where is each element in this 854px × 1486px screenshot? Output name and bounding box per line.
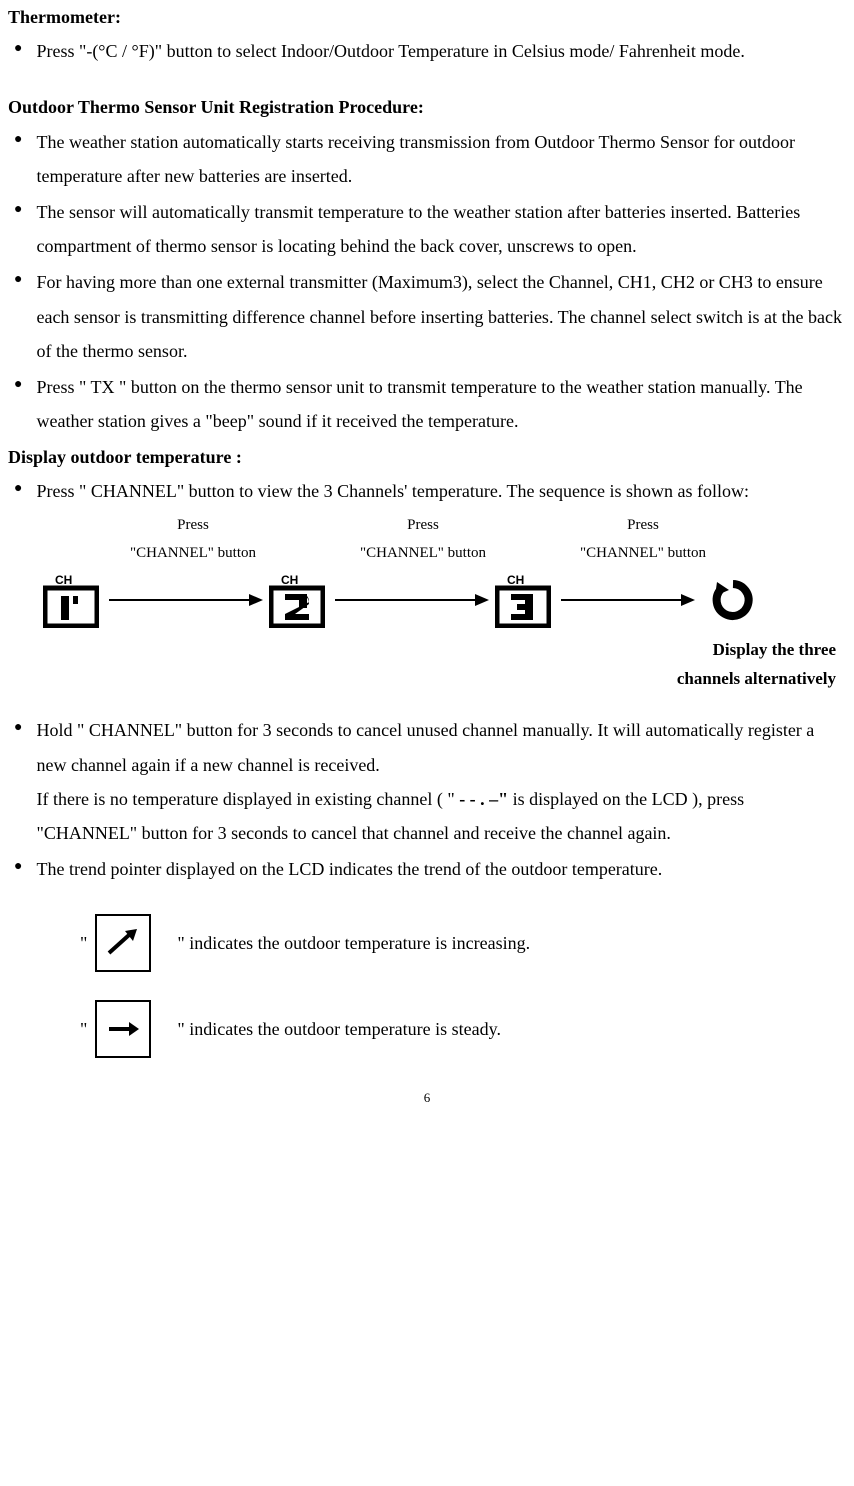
bullet-icon: ● (8, 125, 36, 156)
bullet-icon: ● (8, 265, 36, 296)
bullet-text: The trend pointer displayed on the LCD i… (36, 852, 846, 886)
bullet-text: Hold " CHANNEL" button for 3 seconds to … (36, 713, 846, 850)
list-item: ● Hold " CHANNEL" button for 3 seconds t… (8, 713, 846, 850)
thermometer-section: Thermometer: ● Press "-(°C / °F)" button… (8, 0, 846, 68)
press-label: Press (538, 511, 748, 540)
trend-steady-icon (95, 1000, 151, 1058)
bullet-text: For having more than one external transm… (36, 265, 846, 368)
press-label: Press (78, 511, 308, 540)
bullet-icon: ● (8, 195, 36, 226)
cycle-caption: Display the three channels alternatively (8, 636, 846, 694)
display-outdoor-heading: Display outdoor temperature : (8, 440, 846, 474)
list-item: ● The sensor will automatically transmit… (8, 195, 846, 263)
bullet-icon: ● (8, 852, 36, 883)
press-col: Press "CHANNEL" button (308, 511, 538, 568)
ch3-icon: CH (495, 572, 551, 628)
bullet-text: The sensor will automatically transmit t… (36, 195, 846, 263)
text-part: Hold " CHANNEL" button for 3 seconds to … (36, 720, 814, 774)
trend-increasing-row: " " indicates the outdoor temperature is… (8, 914, 846, 972)
svg-text:CH: CH (507, 573, 524, 587)
cycle-caption-line2: channels alternatively (8, 665, 836, 694)
arrow-icon (551, 590, 701, 610)
cycle-icon (709, 576, 757, 624)
outdoor-sensor-heading: Outdoor Thermo Sensor Unit Registration … (8, 90, 846, 124)
bullet-icon: ● (8, 713, 36, 744)
bullet-icon: ● (8, 370, 36, 401)
display-outdoor-section: Display outdoor temperature : ● Press " … (8, 440, 846, 1058)
arrow-icon (99, 590, 269, 610)
list-item: ● Press " TX " button on the thermo sens… (8, 370, 846, 438)
channel-diagram: CH CH CH (8, 568, 846, 636)
quote-open: " (80, 926, 87, 960)
bullet-text: Press " TX " button on the thermo sensor… (36, 370, 846, 438)
ch2-icon: CH (269, 572, 325, 628)
press-col: Press "CHANNEL" button (538, 511, 748, 568)
svg-text:CH: CH (55, 573, 72, 587)
press-col: Press "CHANNEL" button (78, 511, 308, 568)
bullet-text: The weather station automatically starts… (36, 125, 846, 193)
bullet-icon: ● (8, 34, 36, 65)
trend-up-icon (95, 914, 151, 972)
press-label: Press (308, 511, 538, 540)
quote-open: " (80, 1012, 87, 1046)
arrow-icon (325, 590, 495, 610)
channel-button-label: "CHANNEL" button (308, 539, 538, 568)
channel-button-label: "CHANNEL" button (538, 539, 748, 568)
thermometer-heading: Thermometer: (8, 0, 846, 34)
trend-steady-row: " " indicates the outdoor temperature is… (8, 1000, 846, 1058)
list-item: ● The weather station automatically star… (8, 125, 846, 193)
bullet-icon: ● (8, 474, 36, 505)
trend-steady-text: " indicates the outdoor temperature is s… (177, 1012, 501, 1046)
list-item: ● For having more than one external tran… (8, 265, 846, 368)
cycle-caption-line1: Display the three (8, 636, 836, 665)
channel-button-label: "CHANNEL" button (78, 539, 308, 568)
bullet-text: Press "-(°C / °F)" button to select Indo… (36, 34, 846, 68)
bullet-text: Press " CHANNEL" button to view the 3 Ch… (36, 474, 846, 508)
text-part: If there is no temperature displayed in … (36, 789, 459, 809)
outdoor-sensor-section: Outdoor Thermo Sensor Unit Registration … (8, 90, 846, 438)
list-item: ● The trend pointer displayed on the LCD… (8, 852, 846, 886)
list-item: ● Press " CHANNEL" button to view the 3 … (8, 474, 846, 508)
svg-text:CH: CH (281, 573, 298, 587)
text-part-bold: - - . –" (459, 789, 508, 809)
trend-increasing-text: " indicates the outdoor temperature is i… (177, 926, 530, 960)
page-number: 6 (8, 1086, 846, 1111)
list-item: ● Press "-(°C / °F)" button to select In… (8, 34, 846, 68)
press-labels-row: Press "CHANNEL" button Press "CHANNEL" b… (8, 511, 846, 568)
ch1-icon: CH (43, 572, 99, 628)
